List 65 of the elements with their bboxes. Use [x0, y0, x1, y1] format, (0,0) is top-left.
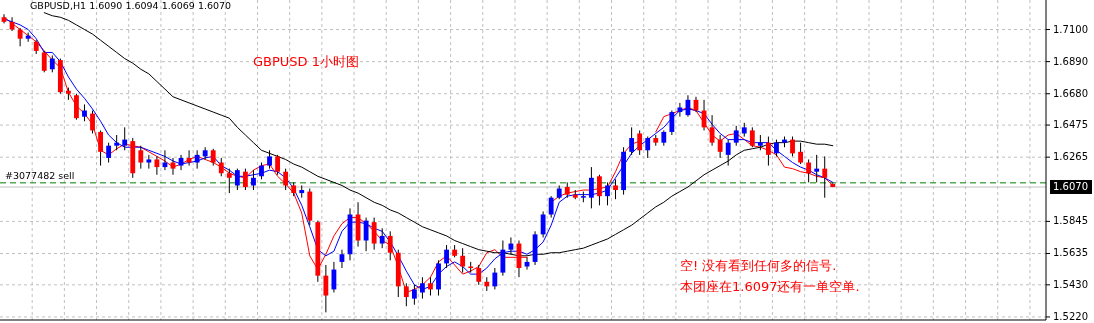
candlestick	[725, 139, 731, 167]
candlestick	[90, 110, 95, 134]
candlestick	[267, 149, 272, 170]
candlestick	[645, 136, 651, 159]
candlestick	[798, 142, 804, 165]
candlestick	[613, 178, 618, 200]
candlestick	[637, 129, 643, 156]
candlestick	[122, 126, 128, 151]
candlestick	[106, 142, 112, 164]
y-tick-label: 1.5635	[1053, 247, 1088, 259]
candlestick	[283, 168, 289, 191]
candlestick	[275, 154, 281, 176]
candlestick	[242, 168, 248, 191]
candlestick	[41, 50, 47, 73]
candlestick	[822, 155, 828, 199]
annotation: GBPUSD 1小时图	[253, 54, 360, 69]
candlestick	[492, 267, 498, 290]
candlestick	[323, 264, 329, 313]
chart-title: GBPUSD,H1 1.6090 1.6094 1.6069 1.6070	[30, 0, 232, 11]
candlestick	[363, 217, 369, 252]
candlestick	[669, 110, 675, 136]
y-tick-label: 1.7100	[1053, 23, 1088, 35]
candlestick	[476, 264, 482, 286]
candlestick	[74, 93, 79, 121]
candlestick	[186, 149, 192, 167]
candlestick	[765, 136, 771, 167]
candlestick	[548, 195, 554, 219]
candlestick	[540, 210, 546, 238]
candlestick	[460, 247, 466, 274]
candlestick	[790, 136, 795, 157]
ref-line-label: #3077482 sell	[5, 169, 75, 181]
candlestick	[387, 230, 393, 261]
candlestick	[806, 158, 812, 183]
y-tick-label: 1.6475	[1053, 119, 1088, 131]
candlestick	[17, 27, 23, 47]
annotation: 空! 没有看到任何多的信号.	[680, 258, 837, 273]
candlestick	[371, 217, 377, 251]
candlestick	[588, 166, 594, 209]
candlestick	[444, 244, 449, 269]
candlestick	[379, 227, 385, 249]
candlestick	[138, 145, 144, 170]
y-tick-label: 1.6890	[1053, 55, 1088, 67]
y-tick-label: 1.5220	[1053, 310, 1088, 322]
candlestick	[226, 168, 232, 194]
candlestick	[677, 102, 683, 118]
candlestick	[251, 169, 256, 191]
y-tick-label: 1.5430	[1053, 278, 1088, 290]
y-tick-label: 1.6680	[1053, 87, 1088, 99]
candlestick	[146, 154, 152, 170]
candlestick	[218, 157, 224, 177]
ref-line-label: 1.6070	[1053, 180, 1088, 192]
candlestick	[629, 126, 635, 156]
y-tick-label: 1.5845	[1053, 215, 1088, 227]
candlestick	[597, 174, 602, 206]
y-tick-label: 1.6265	[1053, 151, 1088, 163]
candlestick	[234, 168, 240, 191]
candlestick	[733, 125, 739, 147]
annotation: 本团座在1.6097还有一单空单.	[680, 279, 860, 294]
candlestick	[717, 134, 723, 159]
candlestick	[154, 155, 160, 176]
candlestick	[194, 149, 200, 170]
candlestick	[98, 129, 103, 167]
candlestick	[749, 126, 755, 148]
candlestick	[814, 154, 820, 183]
candlestick	[605, 181, 610, 206]
